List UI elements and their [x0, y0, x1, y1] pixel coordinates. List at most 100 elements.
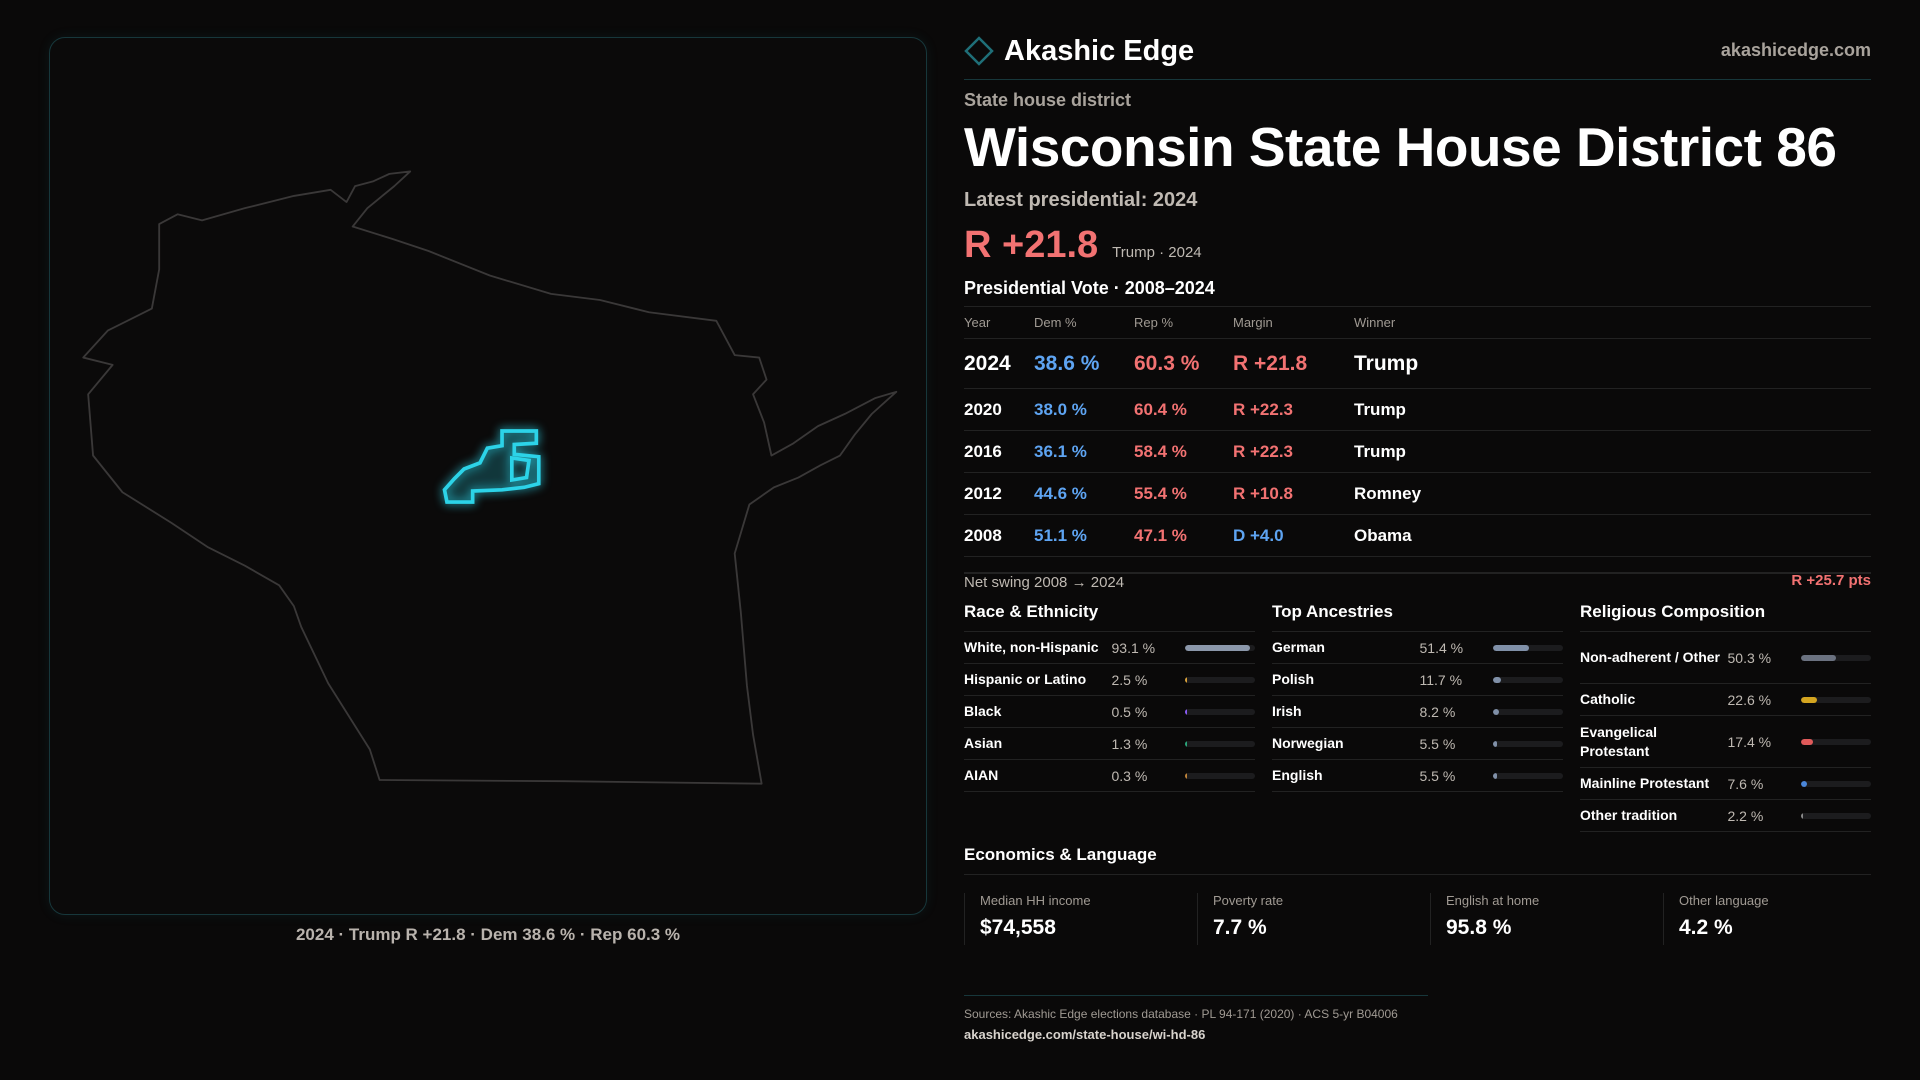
- winner: Obama: [1354, 525, 1412, 545]
- diamond-logo-icon: [964, 36, 994, 66]
- list-item: Evangelical Protestant 17.4 %: [1580, 716, 1872, 768]
- latest-presidential: Latest presidential: 2024: [964, 189, 1198, 211]
- item-label: Asian: [964, 735, 1003, 751]
- bar-track: [1493, 676, 1564, 683]
- bar-fill: [1493, 676, 1502, 683]
- item-label: Black: [964, 703, 1002, 719]
- bar-fill: [1801, 738, 1814, 745]
- bar-fill: [1185, 772, 1188, 779]
- bar-track: [1493, 708, 1564, 715]
- item-label: Catholic: [1580, 691, 1636, 707]
- item-value: 2.5 %: [1111, 671, 1148, 688]
- item-label: Polish: [1272, 671, 1315, 687]
- table-row: 2012 44.6 % 55.4 % R +10.8 Romney: [964, 473, 1871, 515]
- brand-name: Akashic Edge: [1004, 34, 1195, 67]
- item-value: 93.1 %: [1111, 639, 1156, 656]
- bar-track: [1801, 780, 1872, 787]
- item-value: 0.3 %: [1111, 767, 1148, 784]
- margin: R +21.8: [1233, 351, 1308, 375]
- bar-track: [1493, 740, 1564, 747]
- list-item: German 51.4 %: [1272, 632, 1564, 664]
- economics-title: Economics & Language: [964, 845, 1871, 875]
- net-swing-value: R +25.7 pts: [1791, 572, 1871, 589]
- item-label: Other tradition: [1580, 807, 1678, 823]
- item-value: 0.5 %: [1111, 703, 1148, 720]
- page-url[interactable]: akashicedge.com/state-house/wi-hd-86: [964, 1027, 1206, 1042]
- year: 2020: [964, 399, 1002, 419]
- stat-label: English at home: [1446, 893, 1540, 908]
- vote-table: Year Dem % Rep % Margin Winner 2024 38.6…: [964, 306, 1871, 557]
- list-item: Other tradition 2.2 %: [1580, 800, 1872, 832]
- item-value: 7.6 %: [1727, 775, 1764, 792]
- item-value: 17.4 %: [1727, 733, 1772, 750]
- bar-fill: [1185, 644, 1251, 651]
- district-kind: State house district: [964, 90, 1132, 110]
- item-label: German: [1272, 639, 1325, 655]
- rep-pct: 60.3 %: [1134, 351, 1200, 375]
- col-margin: Margin: [1233, 315, 1273, 330]
- map-panel[interactable]: [49, 37, 927, 915]
- item-label: Non-adherent / Other: [1580, 649, 1721, 665]
- list-item: White, non-Hispanic 93.1 %: [964, 632, 1256, 664]
- site-link[interactable]: akashicedge.com: [1720, 40, 1871, 60]
- table-row: 2024 38.6 % 60.3 % R +21.8 Trump: [964, 339, 1871, 389]
- bar-fill: [1493, 772, 1498, 779]
- brand-logo[interactable]: Akashic Edge: [964, 34, 1871, 68]
- item-value: 5.5 %: [1419, 767, 1456, 784]
- rep-pct: 55.4 %: [1134, 483, 1187, 503]
- demographic-section: Religious Composition Non-adherent / Oth…: [1580, 602, 1872, 832]
- year: 2024: [964, 351, 1011, 375]
- item-value: 11.7 %: [1419, 671, 1463, 688]
- list-item: Irish 8.2 %: [1272, 696, 1564, 728]
- margin-subtitle: Trump · 2024: [1112, 244, 1202, 261]
- stat-card: Other language 4.2 %: [1663, 893, 1896, 945]
- table-row: 2020 38.0 % 60.4 % R +22.3 Trump: [964, 389, 1871, 431]
- sources: Sources: Akashic Edge elections database…: [964, 1007, 1398, 1021]
- item-value: 50.3 %: [1727, 649, 1772, 666]
- bar-track: [1185, 772, 1256, 779]
- bar-track: [1801, 738, 1872, 745]
- demographic-section: Top Ancestries German 51.4 % Polish 11.7…: [1272, 602, 1564, 792]
- state-outline: [82, 170, 898, 785]
- bar-fill: [1493, 708, 1499, 715]
- list-item: Norwegian 5.5 %: [1272, 728, 1564, 760]
- margin-value: R +21.8: [964, 224, 1099, 266]
- stat-card: Median HH income $74,558: [964, 893, 1197, 945]
- dem-pct: 44.6 %: [1034, 483, 1087, 503]
- stat-label: Poverty rate: [1213, 893, 1284, 908]
- stat-card: English at home 95.8 %: [1430, 893, 1663, 945]
- rep-pct: 58.4 %: [1134, 441, 1187, 461]
- stat-label: Other language: [1679, 893, 1769, 908]
- bar-fill: [1185, 740, 1188, 747]
- winner: Romney: [1354, 483, 1422, 503]
- dem-pct: 51.1 %: [1034, 525, 1087, 545]
- list-item: Asian 1.3 %: [964, 728, 1256, 760]
- margin: D +4.0: [1233, 525, 1284, 545]
- demographic-section: Race & Ethnicity White, non-Hispanic 93.…: [964, 602, 1256, 792]
- bar-fill: [1493, 740, 1498, 747]
- item-value: 8.2 %: [1419, 703, 1456, 720]
- winner: Trump: [1354, 441, 1406, 461]
- list-item: Polish 11.7 %: [1272, 664, 1564, 696]
- rep-pct: 47.1 %: [1134, 525, 1187, 545]
- winner: Trump: [1354, 399, 1406, 419]
- item-value: 5.5 %: [1419, 735, 1456, 752]
- dem-pct: 38.0 %: [1034, 399, 1087, 419]
- stat-value: $74,558: [980, 916, 1056, 939]
- stat-card: Poverty rate 7.7 %: [1197, 893, 1430, 945]
- latest-margin: R +21.8 Trump · 2024: [964, 224, 1871, 267]
- stat-value: 4.2 %: [1679, 916, 1733, 939]
- item-label: Mainline Protestant: [1580, 775, 1710, 791]
- rep-pct: 60.4 %: [1134, 399, 1187, 419]
- item-label: AIAN: [964, 767, 999, 783]
- year: 2012: [964, 483, 1002, 503]
- district-highlight: [442, 429, 541, 504]
- col-winner: Winner: [1354, 315, 1396, 330]
- bar-fill: [1493, 644, 1530, 651]
- bar-fill: [1801, 696, 1818, 703]
- stat-value: 7.7 %: [1213, 916, 1267, 939]
- table-header: Year Dem % Rep % Margin Winner: [964, 307, 1871, 339]
- bar-track: [1801, 812, 1872, 819]
- item-label: Evangelical Protestant: [1580, 723, 1658, 759]
